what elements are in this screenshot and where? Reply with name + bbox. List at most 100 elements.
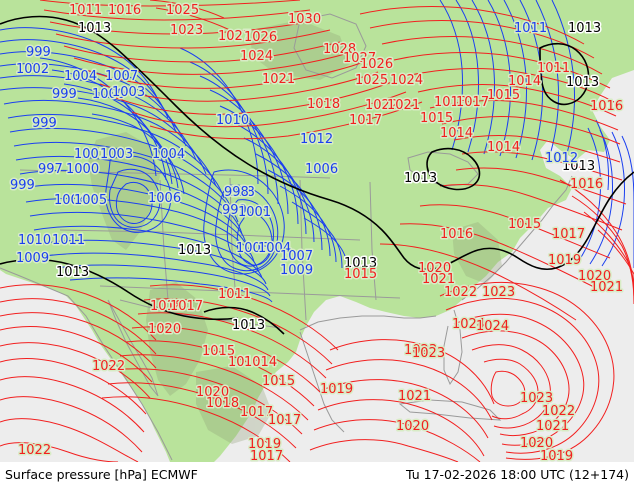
contour-label-halo: 998	[224, 185, 249, 200]
contour-label: 1015	[262, 374, 295, 389]
contour-label-halo: 1015	[262, 374, 295, 389]
contour-label: 1009	[16, 251, 49, 266]
contour-label: 1004	[54, 193, 87, 208]
contour-label-halo: 1014	[487, 140, 520, 155]
contour-label: 1021	[590, 280, 623, 295]
contour-label: 1018	[434, 95, 467, 110]
contour-label: 1015	[508, 217, 541, 232]
contour-label: 1016	[108, 3, 141, 18]
contour-label: 1013	[178, 243, 211, 258]
contour-label: 1022	[18, 443, 51, 458]
contour-label-halo: 1006	[148, 191, 181, 206]
contour-label-halo: 1021	[262, 72, 295, 87]
contour-label: 1019	[248, 437, 281, 452]
contour-label: 1017	[250, 449, 283, 462]
contour-label-halo: 1017	[268, 413, 301, 428]
contour-label-halo: 1026	[244, 30, 277, 45]
contour-label-halo: 1018	[206, 396, 239, 411]
contour-label-halo: 1013	[566, 75, 599, 90]
coastline-gulf-mexico	[299, 315, 437, 331]
contour-label-halo: 1016	[108, 3, 141, 18]
contour-label-halo: 1017	[349, 113, 382, 128]
contour-label: 1011	[52, 233, 85, 248]
contour-label-halo: 1000	[92, 87, 125, 102]
contour-label-halo: 1021	[422, 272, 455, 287]
contour-label: 1022	[444, 285, 477, 300]
contour-label: 998	[230, 185, 255, 200]
contour-label: 1011	[69, 3, 102, 18]
contour-label-halo: 1010	[18, 233, 51, 248]
border-states-grid-c	[299, 179, 307, 321]
contour-label-halo: 1023	[482, 285, 515, 300]
contour-label: 1015	[344, 267, 377, 282]
border-states-grid-b	[229, 177, 237, 301]
surface-pressure-map[interactable]: 1013 1013 1011 1011 1016 1016 1025 1025 1030 1030…	[0, 0, 634, 462]
contour-label: 1025	[166, 3, 199, 18]
contour-label-halo: 1013	[78, 21, 111, 36]
contour-label-halo: 1003	[100, 147, 133, 162]
contour-label: 1009	[280, 263, 313, 278]
contour-label: 1027	[218, 29, 251, 44]
terrain-appalachians	[452, 222, 502, 284]
coastline-hudson-bay	[293, 13, 367, 79]
contour-label-halo: 999	[10, 178, 35, 193]
contour-label: 1002	[16, 62, 49, 77]
contour-label-halo: 999	[222, 203, 247, 218]
contour-label: 1022	[542, 404, 575, 419]
contour-label: 1007	[105, 69, 138, 84]
contour-label-halo: 1013	[232, 318, 265, 333]
contour-label: 1019	[320, 382, 353, 397]
contour-label: 1013	[566, 75, 599, 90]
contour-label-halo: 1012	[300, 132, 333, 147]
contour-label: 1019	[548, 253, 581, 268]
contour-label-halo: 1018	[434, 95, 467, 110]
contour-label: 997	[38, 162, 63, 177]
contour-label: 1010	[216, 113, 249, 128]
contour-label: 1015	[202, 344, 235, 359]
contour-label: 1017	[552, 227, 585, 242]
contour-label: 1023	[520, 391, 553, 406]
contour-label-halo: 1022	[365, 98, 398, 113]
contour-label: 1006	[305, 162, 338, 177]
contour-label-halo: 1017	[552, 227, 585, 242]
contour-label-halo: 1018	[150, 299, 183, 314]
contour-label: 999	[222, 203, 247, 218]
contour-label-halo: 1003	[112, 85, 145, 100]
contour-label-halo: 1024	[240, 49, 273, 64]
contour-label: 1003	[112, 85, 145, 100]
isobar-1013-lake-closed	[426, 147, 481, 191]
contour-label: 1012	[300, 132, 333, 147]
contour-label-halo: 1022	[92, 359, 125, 374]
contour-label-halo: 1019	[248, 437, 281, 452]
coastline-florida	[443, 309, 463, 386]
contour-label-halo: 1020	[196, 385, 229, 400]
contour-label: 1012	[545, 151, 578, 166]
contour-label-halo: 1017	[250, 449, 283, 462]
contour-label: 1020	[520, 436, 553, 451]
contour-label-halo: 1004	[258, 241, 291, 256]
contour-label: 1023	[482, 285, 515, 300]
contour-label-halo: 1001	[238, 205, 271, 220]
contour-label-halo: 1020	[520, 436, 553, 451]
contour-label: 1024	[476, 319, 509, 334]
contour-label-halo: 1022	[444, 285, 477, 300]
contour-label: 1011	[218, 287, 251, 302]
contours-above-reference	[0, 0, 634, 462]
contour-label-halo: 1016	[590, 99, 623, 114]
contour-label: 1013	[232, 318, 265, 333]
contour-label-halo: 999	[52, 87, 77, 102]
contour-label: 1022	[92, 359, 125, 374]
contour-label-halo: 1021	[536, 419, 569, 434]
border-states-grid-d	[369, 181, 377, 301]
contour-label: 1014	[440, 126, 473, 141]
contour-label: 1013	[404, 171, 437, 186]
contour-label: 1020	[418, 261, 451, 276]
contour-label-halo: 1014	[508, 74, 541, 89]
contour-label: 1001	[238, 205, 271, 220]
contour-label-halo: 1024	[390, 73, 423, 88]
contour-label-halo: 1001	[74, 147, 107, 162]
contour-label-halo: 1015	[202, 344, 235, 359]
contour-label: 998	[224, 185, 249, 200]
